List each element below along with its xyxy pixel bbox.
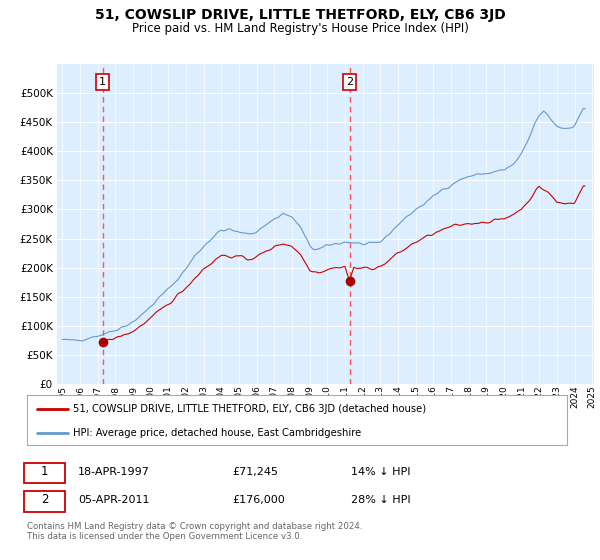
- Text: £176,000: £176,000: [232, 495, 285, 505]
- FancyBboxPatch shape: [24, 463, 65, 483]
- Text: 2: 2: [346, 77, 353, 87]
- Text: HPI: Average price, detached house, East Cambridgeshire: HPI: Average price, detached house, East…: [73, 428, 361, 437]
- Text: 18-APR-1997: 18-APR-1997: [78, 466, 150, 477]
- Text: 05-APR-2011: 05-APR-2011: [78, 495, 150, 505]
- Text: 1: 1: [41, 465, 49, 478]
- Text: £71,245: £71,245: [232, 466, 278, 477]
- Text: 14% ↓ HPI: 14% ↓ HPI: [351, 466, 410, 477]
- Text: Price paid vs. HM Land Registry's House Price Index (HPI): Price paid vs. HM Land Registry's House …: [131, 22, 469, 35]
- Text: 51, COWSLIP DRIVE, LITTLE THETFORD, ELY, CB6 3JD: 51, COWSLIP DRIVE, LITTLE THETFORD, ELY,…: [95, 8, 505, 22]
- Text: 1: 1: [99, 77, 106, 87]
- Text: 2: 2: [41, 493, 49, 506]
- Text: 28% ↓ HPI: 28% ↓ HPI: [351, 495, 410, 505]
- Text: 51, COWSLIP DRIVE, LITTLE THETFORD, ELY, CB6 3JD (detached house): 51, COWSLIP DRIVE, LITTLE THETFORD, ELY,…: [73, 404, 426, 414]
- Text: Contains HM Land Registry data © Crown copyright and database right 2024.
This d: Contains HM Land Registry data © Crown c…: [27, 522, 362, 542]
- FancyBboxPatch shape: [24, 491, 65, 512]
